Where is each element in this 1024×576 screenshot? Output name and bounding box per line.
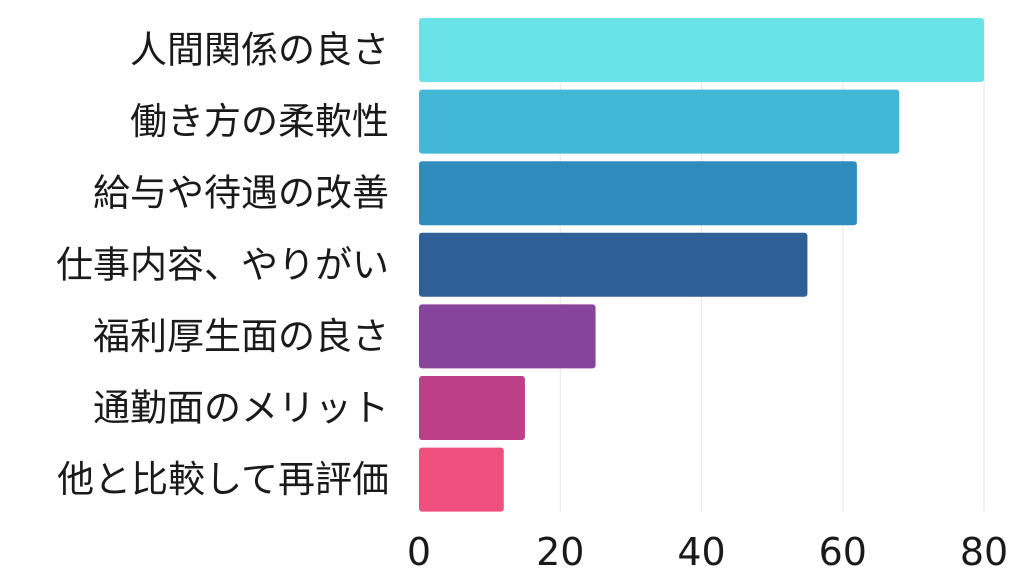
category-labels: 人間関係の良さ働き方の柔軟性給与や待遇の改善仕事内容、やりがい福利厚生面の良さ通… [56,29,389,502]
category-label-1: 人間関係の良さ [130,29,389,72]
bar-2 [419,89,900,154]
x-tick-label-60: 60 [819,530,867,574]
category-label-2: 働き方の柔軟性 [130,100,389,143]
category-label-6: 通勤面のメリット [93,387,389,430]
x-tick-label-0: 0 [407,530,431,574]
bar-7 [419,447,504,512]
x-tick-label-80: 80 [960,530,1008,574]
bar-1 [419,18,984,82]
category-label-7: 他と比較して再評価 [57,458,389,501]
x-axis-tick-labels: 0 20 40 60 80 [407,530,1008,574]
bar-4 [419,232,808,297]
bar-3 [419,161,857,226]
category-label-5: 福利厚生面の良さ [93,315,389,358]
bars [419,18,984,512]
category-label-4: 仕事内容、やりがい [56,243,389,286]
bar-5 [419,304,596,369]
x-tick-label-20: 20 [536,530,584,574]
bar-6 [419,376,525,440]
x-tick-label-40: 40 [677,530,725,574]
category-label-3: 給与や待遇の改善 [93,172,389,215]
